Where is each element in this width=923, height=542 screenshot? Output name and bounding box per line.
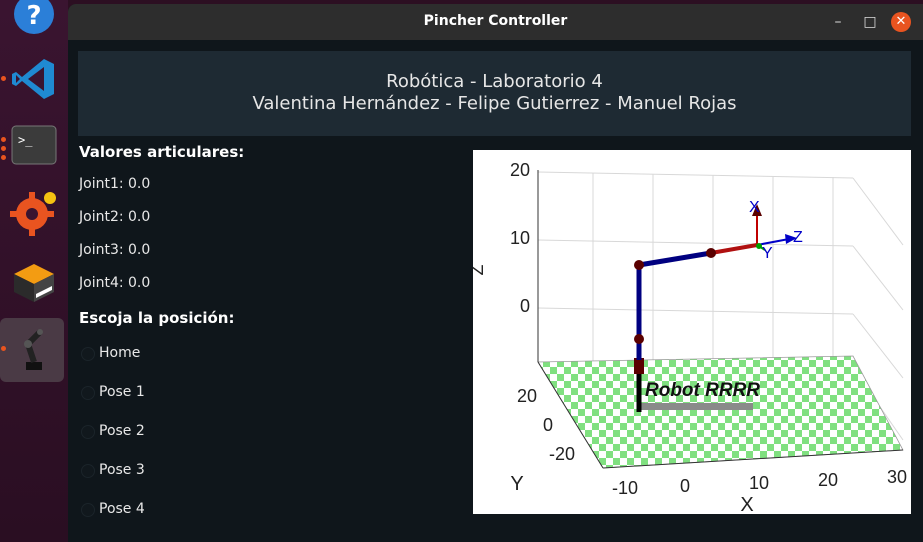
joint4-value: Joint4: 0.0 xyxy=(79,275,151,291)
frame-y-label: Y xyxy=(762,245,773,262)
pose-option-2[interactable]: Pose 2 xyxy=(79,421,279,443)
maximize-button[interactable]: □ xyxy=(863,14,877,30)
header-title: Robótica - Laboratorio 4 xyxy=(386,71,603,92)
pose-option-label: Home xyxy=(99,345,141,361)
software-updater-icon[interactable] xyxy=(8,186,60,238)
frame-z-label: Z xyxy=(793,229,803,246)
joint-marker xyxy=(634,358,644,374)
y-tick: -20 xyxy=(549,444,575,464)
svg-text:?: ? xyxy=(26,1,41,31)
radio-button[interactable] xyxy=(81,347,95,361)
x-axis-label: X xyxy=(740,494,753,514)
y-tick: 20 xyxy=(517,386,537,406)
pose-option-3[interactable]: Pose 3 xyxy=(79,460,279,482)
joint1-value: Joint1: 0.0 xyxy=(79,176,151,192)
pose-option-label: Pose 2 xyxy=(99,423,145,439)
terminal-icon[interactable]: >_ xyxy=(8,120,60,172)
radio-button[interactable] xyxy=(81,503,95,517)
radio-button[interactable] xyxy=(81,386,95,400)
running-indicator xyxy=(1,155,6,160)
vscode-icon[interactable] xyxy=(8,53,60,105)
running-indicator xyxy=(1,137,6,142)
joint3-value: Joint3: 0.0 xyxy=(79,242,151,258)
end-effector-frame: X Z Y xyxy=(749,199,803,262)
radio-button[interactable] xyxy=(81,425,95,439)
header-banner: Robótica - Laboratorio 4 Valentina Herná… xyxy=(78,51,911,136)
minimize-button[interactable]: – xyxy=(834,14,842,30)
joint-values-title: Valores articulares: xyxy=(79,143,245,161)
pose-option-label: Pose 3 xyxy=(99,462,145,478)
z-tick: 0 xyxy=(520,296,530,316)
joint-marker xyxy=(634,334,644,344)
dock: ? >_ xyxy=(0,0,68,542)
radio-button[interactable] xyxy=(81,464,95,478)
z-tick: 20 xyxy=(510,160,530,180)
running-indicator xyxy=(1,346,6,351)
robot-shadow xyxy=(641,403,753,410)
pose-option-label: Pose 1 xyxy=(99,384,145,400)
robot-app-icon[interactable] xyxy=(0,318,64,382)
pose-select-title: Escoja la posición: xyxy=(79,309,235,327)
pose-option-4[interactable]: Pose 4 xyxy=(79,499,279,521)
window-title: Pincher Controller xyxy=(423,13,568,29)
x-tick: -10 xyxy=(612,478,638,498)
x-tick: 0 xyxy=(680,476,690,496)
z-ticks: 20 10 0 xyxy=(510,160,530,316)
app-window: Pincher Controller – □ ✕ Robótica - Labo… xyxy=(68,4,923,542)
y-ticks: 20 0 -20 xyxy=(517,386,575,464)
robot-plot[interactable]: 20 10 0 Z 20 0 -20 Y -10 0 10 20 30 X xyxy=(467,150,911,516)
x-tick: 20 xyxy=(818,470,838,490)
robot-link xyxy=(710,243,758,255)
title-bar[interactable]: Pincher Controller – □ ✕ xyxy=(68,4,923,40)
pose-option-home[interactable]: Home xyxy=(79,343,279,365)
z-axis-label: Z xyxy=(473,265,487,276)
robot-arm xyxy=(634,243,758,412)
pose-option-label: Pose 4 xyxy=(99,501,145,517)
y-axis-label: Y xyxy=(510,473,523,495)
joint-marker xyxy=(634,260,644,270)
running-indicator xyxy=(1,76,6,81)
robot-link xyxy=(638,250,712,268)
file-manager-icon[interactable] xyxy=(8,254,60,306)
joint2-value: Joint2: 0.0 xyxy=(79,209,151,225)
help-icon[interactable]: ? xyxy=(8,0,60,44)
plot-axes xyxy=(537,170,904,469)
x-tick: 10 xyxy=(749,473,769,493)
robot-label: Robot RRRR xyxy=(645,380,760,401)
close-button[interactable]: ✕ xyxy=(891,12,911,32)
x-ticks: -10 0 10 20 30 xyxy=(612,467,907,498)
svg-text:>_: >_ xyxy=(18,133,33,147)
x-tick: 30 xyxy=(887,467,907,487)
pose-option-1[interactable]: Pose 1 xyxy=(79,382,279,404)
frame-x-label: X xyxy=(749,199,760,216)
joint-marker xyxy=(706,248,716,258)
header-authors: Valentina Hernández - Felipe Gutierrez -… xyxy=(252,93,737,114)
running-indicator xyxy=(1,146,6,151)
y-tick: 0 xyxy=(543,415,553,435)
z-tick: 10 xyxy=(510,228,530,248)
